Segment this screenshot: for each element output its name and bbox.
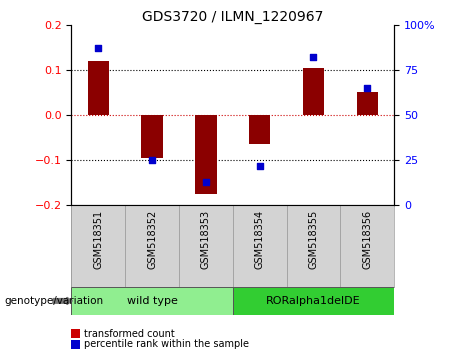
Bar [287, 205, 340, 287]
Text: GSM518356: GSM518356 [362, 209, 372, 269]
Point [364, 85, 371, 91]
Text: GSM518352: GSM518352 [147, 209, 157, 269]
Point [256, 163, 263, 169]
Text: percentile rank within the sample: percentile rank within the sample [84, 339, 249, 349]
Bar [71, 205, 125, 287]
Bar [125, 205, 179, 287]
Text: RORalpha1delDE: RORalpha1delDE [266, 296, 361, 306]
Text: GSM518353: GSM518353 [201, 209, 211, 269]
Title: GDS3720 / ILMN_1220967: GDS3720 / ILMN_1220967 [142, 10, 324, 24]
Bar [179, 205, 233, 287]
Text: transformed count: transformed count [84, 329, 175, 339]
Bar [142, 115, 163, 158]
Text: GSM518354: GSM518354 [254, 209, 265, 269]
Point [310, 55, 317, 60]
Bar [303, 68, 324, 115]
Bar [195, 115, 217, 194]
Bar [340, 205, 394, 287]
Text: GSM518351: GSM518351 [93, 209, 103, 269]
Bar [356, 92, 378, 115]
Bar [88, 61, 109, 115]
Point [202, 179, 210, 185]
Bar [71, 287, 233, 315]
Text: wild type: wild type [127, 296, 177, 306]
Point [148, 157, 156, 163]
Bar [233, 287, 394, 315]
Bar [233, 205, 287, 287]
Text: genotype/variation: genotype/variation [5, 296, 104, 306]
Text: GSM518355: GSM518355 [308, 209, 319, 269]
Bar [249, 115, 271, 144]
Point [95, 45, 102, 51]
